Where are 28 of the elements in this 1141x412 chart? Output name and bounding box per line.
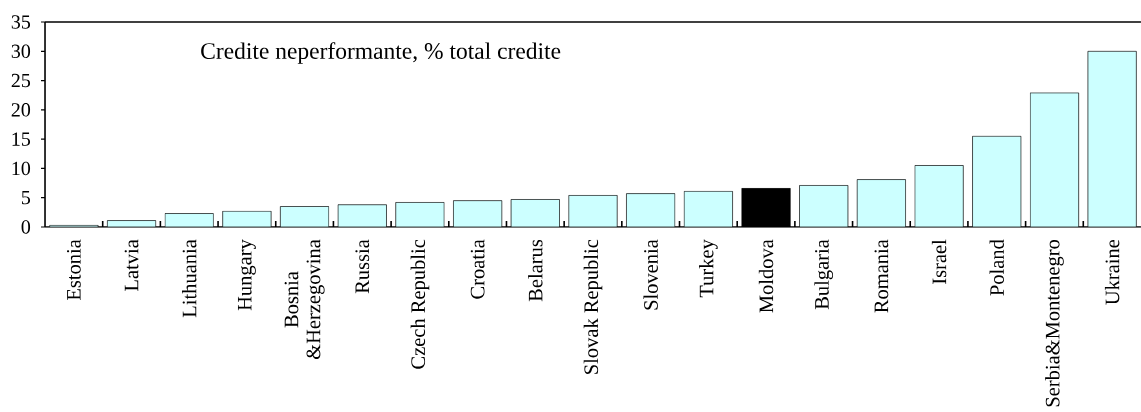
x-tick-label: Czech Republic [410,239,430,369]
x-tick-label: Bulgaria [814,239,834,310]
x-tick-label: Romania [874,239,889,313]
y-tick-label: 5 [21,191,31,205]
x-tick-label: Turkey [699,239,718,298]
y-tick-label: 10 [12,161,31,176]
text: Credite neperformante, % total credite [201,42,561,64]
x-tick-label: Hungary [237,239,256,311]
y-tick-label: 35 [11,15,31,29]
y-tick-label: 20 [11,103,31,117]
x-tick-label: Latvia [124,239,139,291]
y-tick-label: 0 [21,220,31,234]
x-tick-label: Estonia [66,239,81,301]
x-tick-label: Israel [931,239,947,284]
x-tick-label: Ukraine [1104,239,1120,305]
x-tick-label: Lithuania [182,239,197,318]
x-tick-label: Russia [355,239,370,294]
y-tick-label: 15 [12,132,31,146]
x-tick-label: Moldova [758,239,774,313]
y-tick-label: 25 [11,73,31,88]
x-tick-label: Croatia [470,239,485,299]
x-tick-label: Poland [989,239,1004,296]
x-tick-label: Serbia&Montenegro [1045,239,1064,407]
y-tick-label: 30 [11,44,31,59]
x-tick-label: Slovak Republic [583,239,603,374]
x-tick-label: Belarus [528,239,543,302]
x-tick-label: Bosnia &Herzegovina [284,239,325,360]
x-tick-label: Slovenia [643,239,658,310]
